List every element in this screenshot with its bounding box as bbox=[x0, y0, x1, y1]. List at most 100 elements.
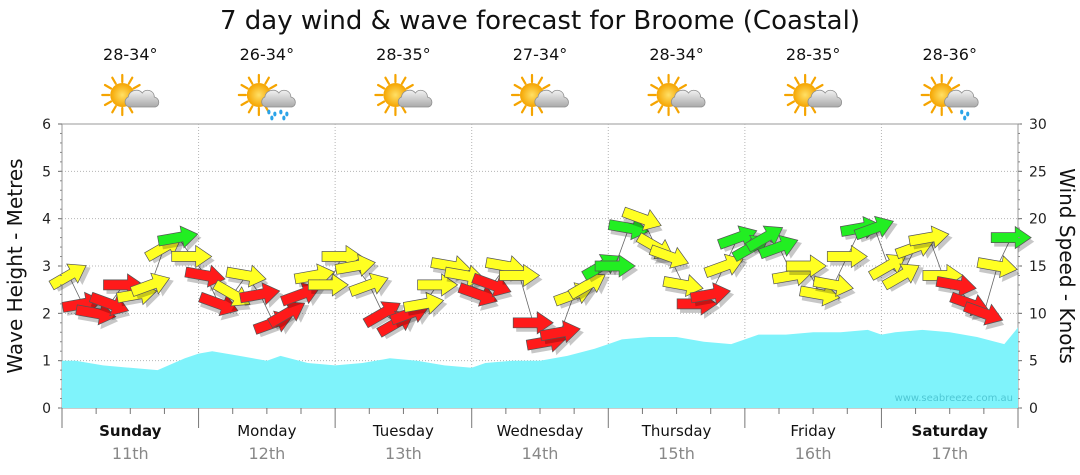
day-name-label: Thursday bbox=[641, 422, 712, 440]
wind-arrow bbox=[171, 244, 215, 272]
rain-drop bbox=[285, 111, 289, 117]
wind-arrow-shape bbox=[812, 274, 854, 298]
wind-arrow-shape bbox=[621, 206, 662, 231]
wind-arrow bbox=[826, 244, 871, 272]
wind-arrow-shape bbox=[990, 225, 1032, 250]
partly-cloudy-sun-icon bbox=[101, 73, 160, 117]
day-temperature-label: 28-34° bbox=[103, 45, 158, 64]
wind-arrow-shape bbox=[75, 302, 117, 326]
partly-cloudy-sun-icon bbox=[374, 73, 433, 117]
daily-weather-row: 28-34° 26-34° 28-35° 27-34° 28-34° 28-35° 28-3… bbox=[101, 45, 979, 121]
sun-ray bbox=[247, 76, 254, 85]
wind-arrow-shape bbox=[799, 283, 841, 307]
sun-ray bbox=[930, 76, 937, 85]
wave-height-area bbox=[62, 327, 1018, 408]
light-showers-icon bbox=[920, 73, 979, 121]
sun-ray bbox=[103, 100, 113, 107]
wind-arrow bbox=[745, 225, 788, 254]
wind-arrow bbox=[307, 273, 352, 300]
wind-arrow-shape bbox=[402, 291, 445, 315]
wind-arrow-shape bbox=[267, 301, 306, 329]
cloud-icon bbox=[124, 89, 160, 108]
wind-arrow-shape bbox=[48, 263, 87, 291]
sun-ray bbox=[794, 105, 800, 114]
day-temperature-label: 28-35° bbox=[786, 45, 841, 64]
wind-arrow bbox=[75, 302, 119, 330]
sun-ray bbox=[111, 105, 117, 114]
day-temperature-label: 28-34° bbox=[649, 45, 704, 64]
wind-arrow-shape bbox=[881, 263, 920, 291]
wind-arrow bbox=[417, 273, 461, 300]
wind-arrow bbox=[976, 255, 1020, 282]
cloud-icon bbox=[671, 89, 706, 108]
watermark: www.seabreeze.com.au bbox=[895, 393, 1013, 404]
left-axis-tick-label: 3 bbox=[42, 259, 51, 275]
sun-ray bbox=[520, 105, 527, 114]
sun-ray bbox=[240, 83, 249, 90]
left-axis-tick-label: 6 bbox=[42, 117, 51, 133]
cloud-icon bbox=[397, 89, 433, 108]
rain-drop bbox=[273, 111, 277, 117]
wind-arrow-shape bbox=[935, 274, 977, 298]
day-temperature-label: 26-34° bbox=[240, 45, 295, 64]
wind-arrow bbox=[703, 253, 748, 281]
day-temperature-label: 27-34° bbox=[513, 45, 568, 64]
day-name-label: Friday bbox=[790, 422, 836, 440]
day-name-label: Wednesday bbox=[497, 422, 584, 440]
sun-ray bbox=[111, 76, 117, 85]
sun-ray bbox=[923, 100, 932, 107]
sun-ray bbox=[786, 100, 795, 107]
day-date-label: 17th bbox=[931, 444, 968, 463]
wind-arrow bbox=[812, 274, 856, 301]
wind-arrow bbox=[621, 206, 663, 236]
wind-arrow bbox=[402, 291, 448, 318]
sun-ray bbox=[678, 83, 687, 90]
sun-ray bbox=[947, 76, 953, 85]
right-axis-tick-label: 15 bbox=[1029, 259, 1047, 275]
sun-ray bbox=[650, 83, 659, 90]
wind-arrow-shape bbox=[758, 234, 799, 260]
sun-ray bbox=[520, 76, 527, 85]
left-axis-tick-label: 5 bbox=[42, 164, 51, 180]
x-axis: Sunday 11th Monday 12th Tuesday 13th Wednesday… bbox=[61, 408, 1019, 463]
wind-arrow-shape bbox=[908, 225, 950, 249]
rain-drop bbox=[963, 115, 967, 121]
wind-arrow bbox=[935, 274, 979, 301]
sun-ray bbox=[650, 100, 659, 107]
wind-arrow bbox=[157, 225, 202, 252]
sun-ray bbox=[264, 76, 270, 85]
day-name-label: Saturday bbox=[912, 422, 989, 440]
wind-arrow-shape bbox=[785, 254, 827, 278]
wind-arrow bbox=[648, 244, 690, 273]
wind-arrow bbox=[198, 291, 240, 321]
right-axis-tick-label: 25 bbox=[1029, 164, 1047, 180]
sun-ray bbox=[513, 100, 522, 107]
sun-ray bbox=[513, 83, 522, 90]
sun-ray bbox=[127, 76, 134, 85]
sun-ray bbox=[240, 100, 249, 107]
chart-title: 7 day wind & wave forecast for Broome (C… bbox=[220, 6, 860, 36]
wind-arrow bbox=[594, 254, 639, 281]
day-date-label: 13th bbox=[385, 444, 422, 463]
sun-ray bbox=[400, 76, 407, 85]
day-name-label: Sunday bbox=[99, 422, 162, 440]
wind-arrow-shape bbox=[703, 253, 744, 278]
sun-ray bbox=[269, 83, 278, 90]
wind-arrow-shape bbox=[976, 255, 1018, 279]
rain-drop bbox=[966, 111, 970, 117]
rain-drop bbox=[270, 115, 274, 121]
sun-ray bbox=[377, 83, 386, 90]
sun-ray bbox=[132, 83, 141, 90]
sun-ray bbox=[377, 100, 386, 107]
sun-ray bbox=[657, 105, 664, 114]
right-axis-tick-label: 5 bbox=[1029, 354, 1038, 370]
left-axis: 0 1 2 3 4 5 6 bbox=[42, 117, 62, 417]
day-temperature-label: 28-35° bbox=[376, 45, 431, 64]
wind-arrow bbox=[334, 253, 379, 280]
right-axis-label: Wind Speed - Knots bbox=[1055, 168, 1079, 364]
wind-arrow-shape bbox=[826, 244, 868, 269]
day-name-label: Tuesday bbox=[372, 422, 434, 440]
sun-ray bbox=[384, 105, 391, 114]
sun-ray bbox=[537, 76, 544, 85]
